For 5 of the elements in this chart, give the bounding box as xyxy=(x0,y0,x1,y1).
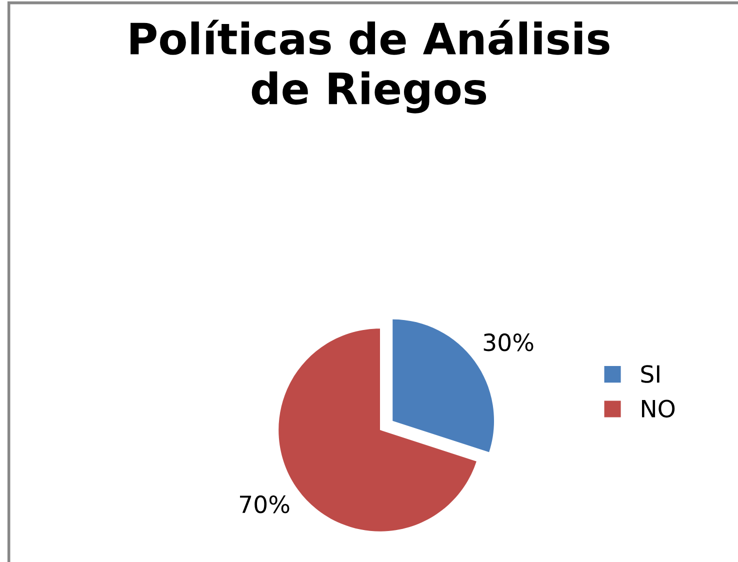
legend-label: NO xyxy=(642,400,675,418)
legend-label: SI xyxy=(641,365,660,383)
data-label: 70% xyxy=(240,495,290,514)
data-label: 30% xyxy=(484,333,534,352)
chart-title: Políticas de Análisis de Riegos xyxy=(130,20,610,114)
